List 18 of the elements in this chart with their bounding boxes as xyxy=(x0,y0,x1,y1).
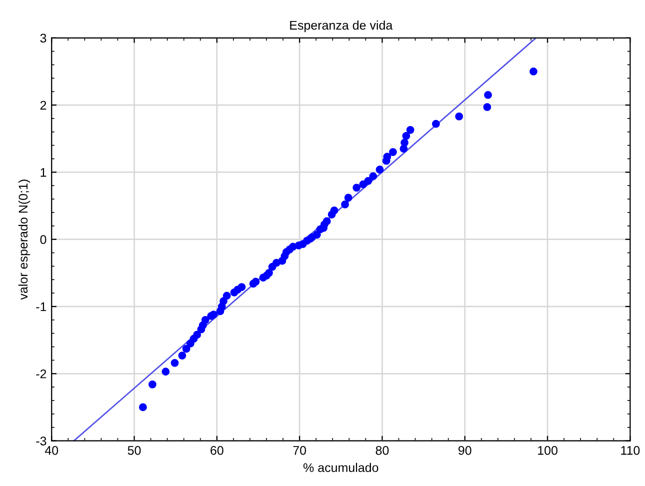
x-tick-label: 60 xyxy=(210,446,224,455)
x-tick-label: 40 xyxy=(44,446,58,455)
y-tick-label: -3 xyxy=(36,436,46,446)
y-axis-title: valor esperado N(0;1) xyxy=(18,180,30,300)
x-axis-title: % acumulado xyxy=(303,462,378,472)
x-tick-label: 80 xyxy=(376,446,389,455)
y-tick-label: 1 xyxy=(40,168,46,177)
y-tick-label: 0 xyxy=(40,235,46,244)
y-tick-label: 3 xyxy=(40,34,46,43)
y-tick-label: -2 xyxy=(36,369,46,378)
chart-title: Esperanza de vida xyxy=(290,20,393,32)
x-tick-label: 50 xyxy=(128,446,141,455)
y-tick-label: -1 xyxy=(36,302,46,312)
y-tick-label: 2 xyxy=(40,100,46,110)
x-tick-label: 90 xyxy=(458,446,472,455)
x-tick-label: 100 xyxy=(538,446,558,455)
x-tick-label: 70 xyxy=(293,446,306,455)
x-tick-label: 110 xyxy=(621,446,640,455)
